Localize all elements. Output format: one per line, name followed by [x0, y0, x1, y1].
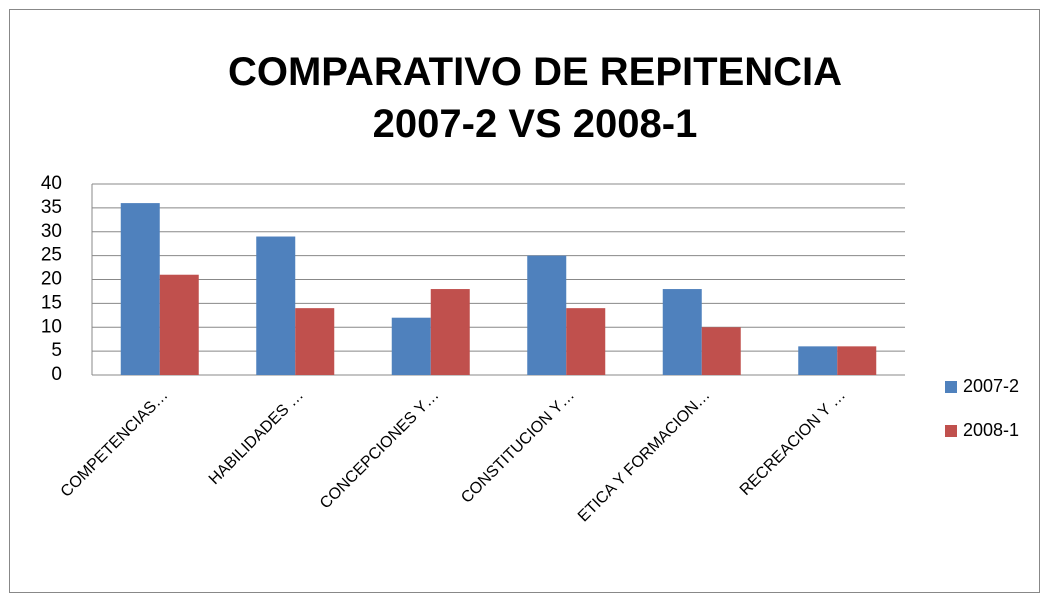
y-tick-label: 0	[51, 364, 62, 385]
y-tick-label: 30	[41, 221, 62, 242]
y-tick-label: 10	[41, 316, 62, 337]
x-tick-label: CONSTITUCION Y…	[458, 387, 578, 507]
bar	[837, 346, 877, 375]
bar	[391, 317, 431, 375]
y-tick-label: 25	[41, 245, 62, 266]
bar	[701, 327, 741, 375]
bar	[662, 289, 702, 375]
bar	[120, 203, 160, 375]
bar	[798, 346, 838, 375]
bar	[566, 308, 606, 375]
legend-swatch	[945, 381, 957, 393]
y-tick-label: 20	[41, 269, 62, 290]
x-tick-label: HABILIDADES …	[206, 387, 307, 488]
bar	[256, 236, 296, 375]
y-tick-label: 40	[41, 173, 62, 194]
bar	[159, 274, 199, 375]
x-tick-label: CONCEPCIONES Y…	[317, 387, 443, 513]
y-tick-label: 15	[41, 292, 62, 313]
legend-label: 2008-1	[963, 420, 1019, 440]
bar	[527, 255, 567, 375]
chart-title: COMPARATIVO DE REPITENCIA 2007-2 VS 2008…	[227, 50, 843, 146]
y-tick-label: 35	[41, 197, 62, 218]
x-tick-label: COMPETENCIAS…	[58, 387, 172, 501]
legend-label: 2007-2	[963, 376, 1019, 396]
x-tick-label: RECREACION Y …	[737, 387, 849, 499]
legend-swatch	[945, 425, 957, 437]
y-tick-label: 5	[51, 340, 62, 361]
chart-frame	[9, 9, 1040, 593]
bar	[430, 289, 470, 375]
x-tick-label: ETICA Y FORMACION…	[575, 387, 714, 526]
bar	[295, 308, 335, 375]
